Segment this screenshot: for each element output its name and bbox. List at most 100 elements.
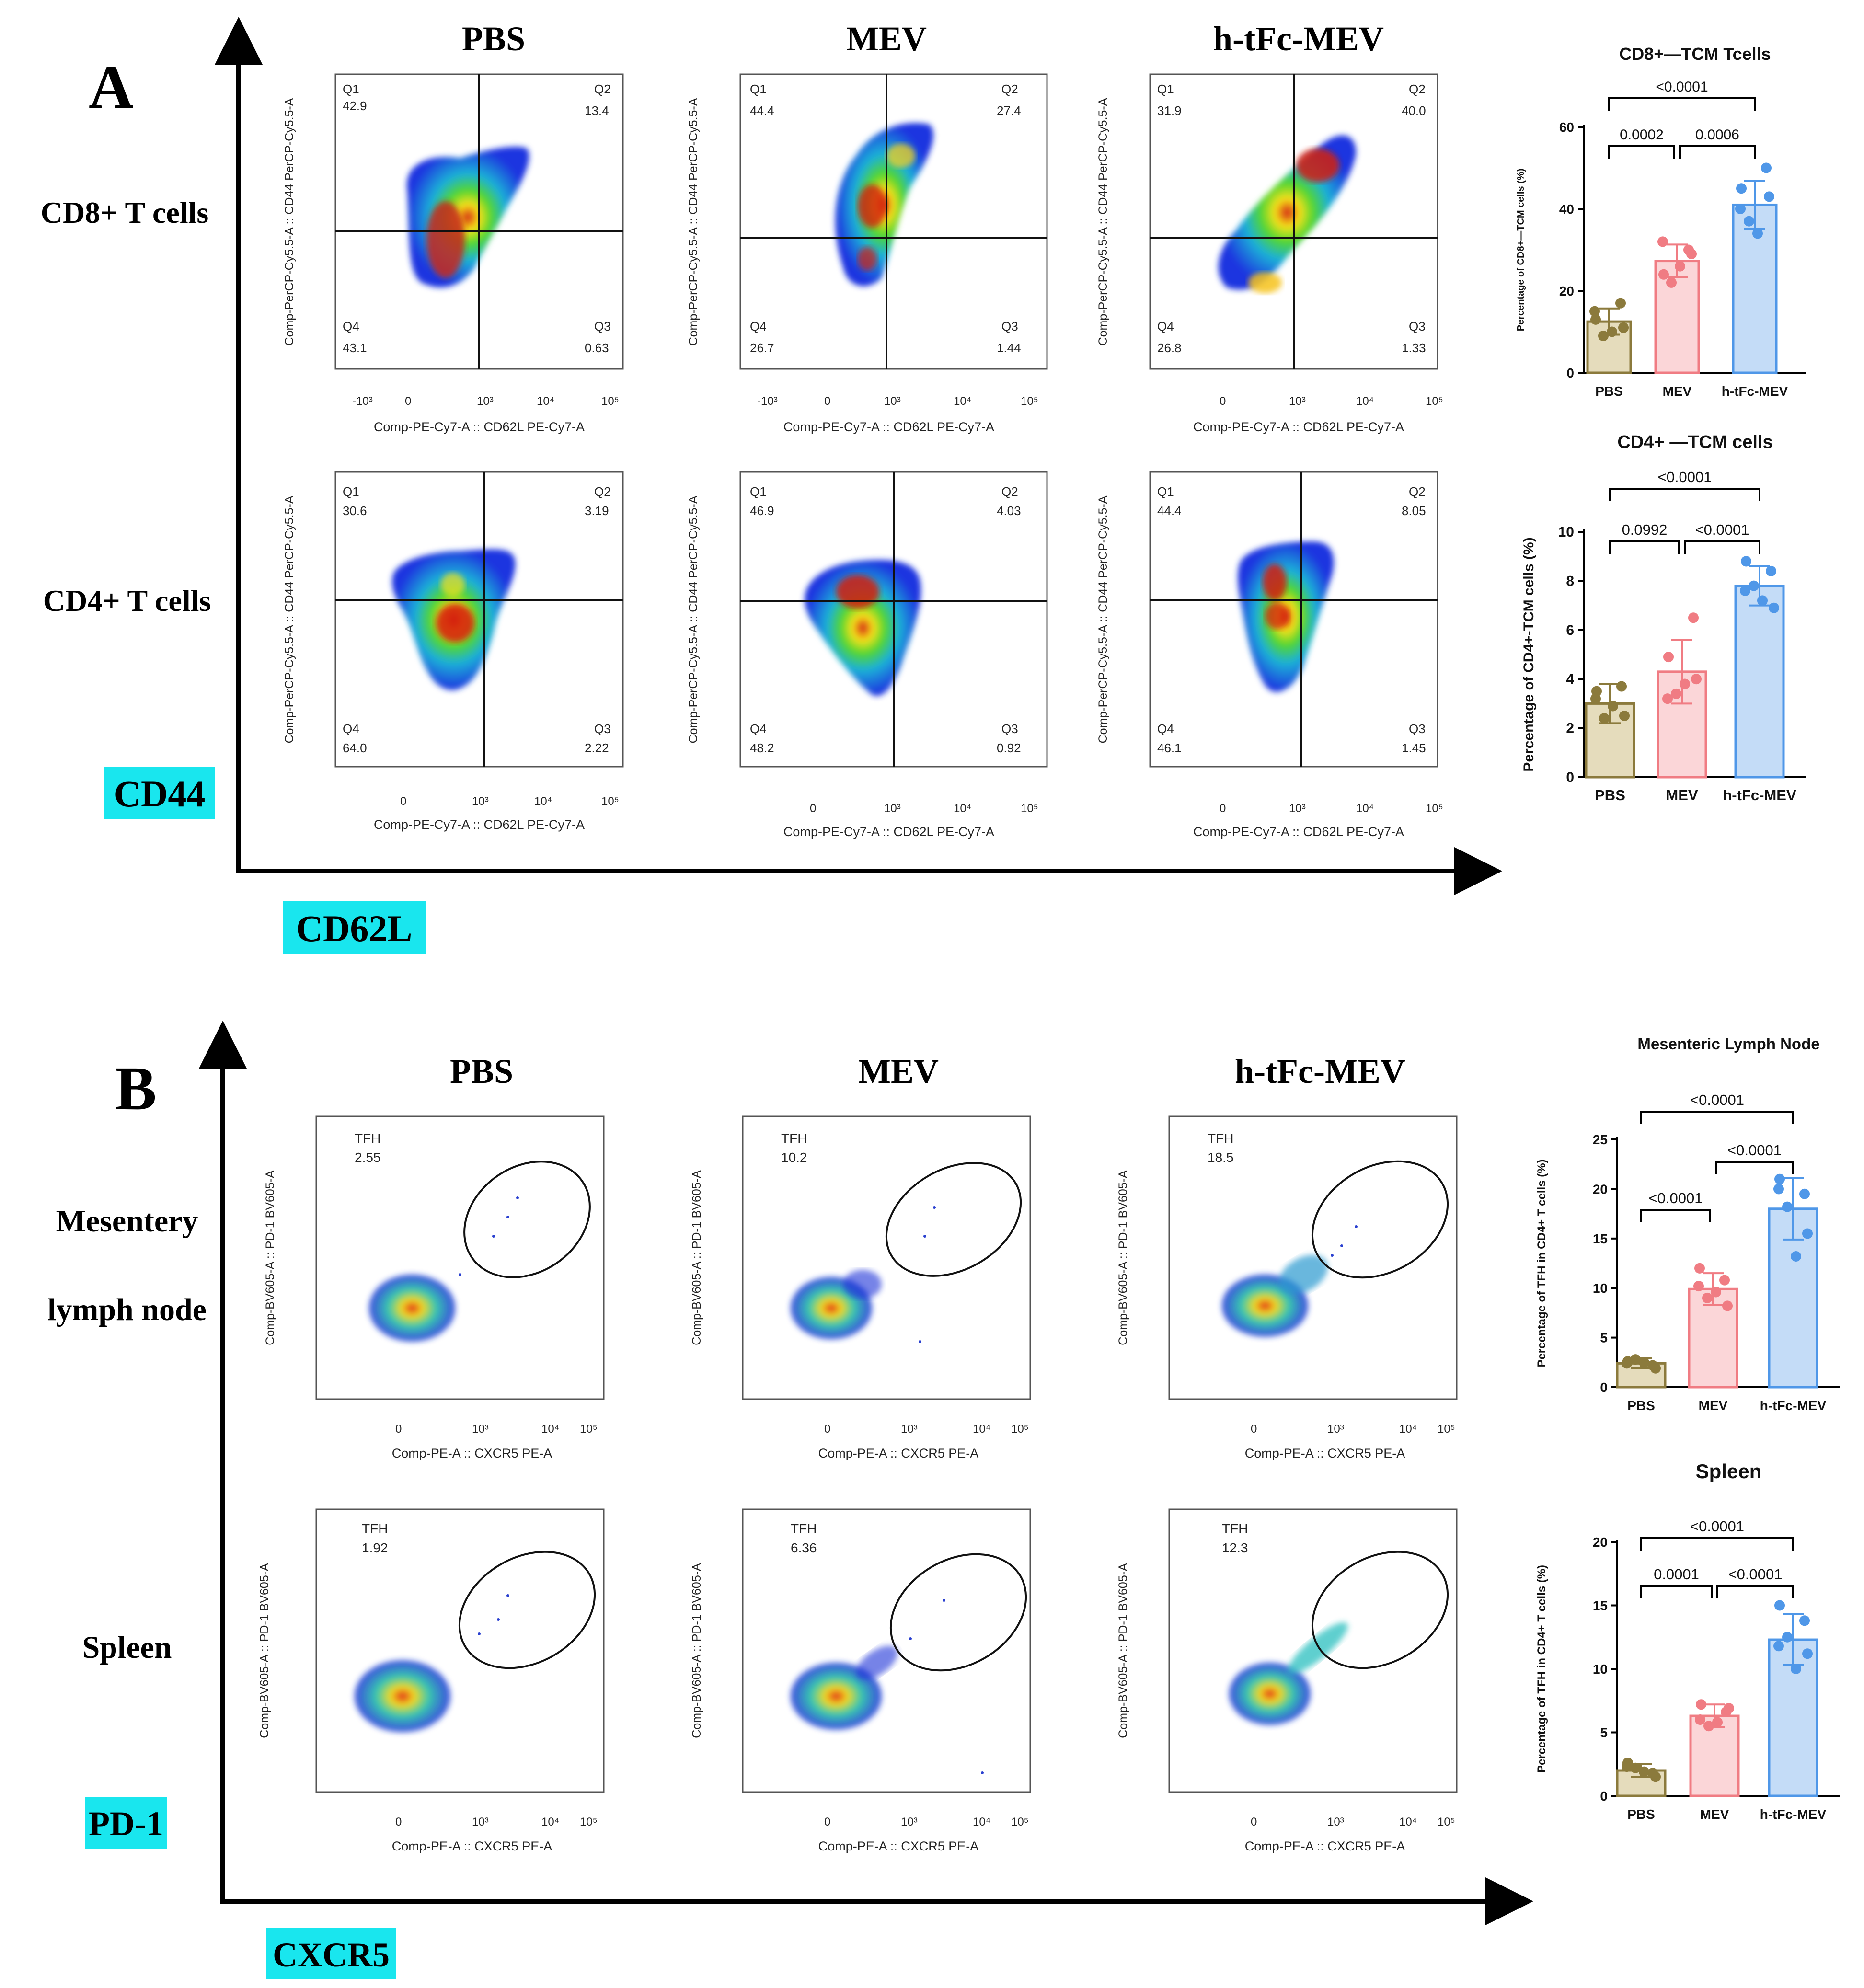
y-axis-label: Comp-PerCP-Cy5.5-A :: CD44 PerCP-Cy5.5-A	[687, 495, 700, 743]
svg-text:10⁵: 10⁵	[1438, 1816, 1455, 1828]
data-point	[1724, 1703, 1734, 1714]
data-point	[1773, 1641, 1784, 1652]
data-point	[1619, 711, 1630, 721]
data-point	[1662, 693, 1673, 704]
data-point	[1749, 580, 1759, 591]
svg-text:10³: 10³	[472, 795, 489, 808]
svg-text:10⁴: 10⁴	[954, 395, 971, 408]
p-value-label: <0.0001	[1690, 1518, 1744, 1535]
q2-label: Q2	[1001, 484, 1018, 499]
data-point	[1688, 612, 1699, 623]
q4-label: Q4	[343, 319, 359, 333]
svg-text:10³: 10³	[472, 1816, 489, 1828]
row-label-cd4: CD4+ T cells	[43, 584, 211, 618]
category-label: h-tFc-MEV	[1722, 384, 1788, 399]
data-point	[1615, 298, 1626, 309]
data-point	[1696, 1699, 1706, 1710]
y-axis-label: Comp-BV605-A :: PD-1 BV605-A	[264, 1170, 277, 1345]
p-value-label: 0.0001	[1654, 1566, 1699, 1583]
x-axis-label: Comp-PE-A :: CXCR5 PE-A	[818, 1446, 979, 1460]
q1-value: 46.9	[750, 504, 774, 518]
q2-label: Q2	[1409, 82, 1426, 96]
p-value-label: <0.0001	[1658, 469, 1712, 485]
data-point	[1675, 261, 1685, 272]
q3-label: Q3	[594, 722, 611, 736]
y-axis-label: Percentage of CD4+-TCM cells (%)	[1521, 537, 1537, 771]
bar-chart-tfh-spleen: Spleen Percentage of TFH in CD4+ T cells …	[1535, 1460, 1840, 1822]
y-tick-label: 0	[1566, 366, 1574, 380]
y-tick-label: 40	[1559, 202, 1574, 217]
svg-text:10⁴: 10⁴	[1399, 1816, 1417, 1828]
y-axis-label: Comp-PerCP-Cy5.5-A :: CD44 PerCP-Cy5.5-A	[283, 495, 296, 743]
svg-text:0: 0	[824, 1816, 830, 1828]
svg-text:10⁵: 10⁵	[580, 1423, 598, 1436]
y-tick-label: 6	[1566, 622, 1574, 638]
svg-text:0: 0	[395, 1816, 402, 1828]
y-axis-label: Percentage of TFH in CD4+ T cells (%)	[1535, 1159, 1548, 1367]
data-point	[1680, 678, 1690, 689]
significance-bracket	[1609, 488, 1760, 501]
svg-text:10⁴: 10⁴	[541, 1816, 559, 1828]
svg-text:-10³: -10³	[757, 395, 778, 408]
q3-label: Q3	[1001, 722, 1018, 736]
data-point	[1802, 1648, 1813, 1659]
tfh-gate-label: TFH	[355, 1131, 380, 1146]
y-tick-label: 60	[1559, 120, 1574, 135]
bar-mev	[1657, 670, 1707, 779]
data-point	[1616, 681, 1627, 692]
cd44-highlight	[104, 767, 215, 819]
data-point	[1622, 1358, 1632, 1369]
y-tick-label: 10	[1593, 1662, 1608, 1677]
category-label: PBS	[1627, 1398, 1655, 1413]
svg-text:10⁴: 10⁴	[541, 1423, 559, 1436]
chart-title: CD8+—TCM Tcells	[1619, 44, 1771, 64]
y-tick-label: 4	[1566, 671, 1574, 687]
category-label: PBS	[1627, 1807, 1655, 1822]
data-point	[1666, 277, 1677, 288]
y-axis-label: Comp-BV605-A :: PD-1 BV605-A	[690, 1170, 703, 1345]
significance-bracket	[1608, 145, 1675, 159]
data-point	[1782, 1632, 1793, 1643]
pd1-highlight	[85, 1797, 167, 1849]
data-point	[1589, 306, 1600, 317]
y-axis-label: Comp-BV605-A :: PD-1 BV605-A	[1116, 1563, 1130, 1738]
y-axis-label: Comp-PerCP-Cy5.5-A :: CD44 PerCP-Cy5.5-A	[1096, 98, 1110, 345]
q1-label: Q1	[750, 484, 767, 499]
q3-value: 1.45	[1402, 741, 1426, 755]
svg-text:0: 0	[395, 1423, 402, 1436]
data-point	[1650, 1363, 1661, 1374]
y-tick-label: 20	[1593, 1535, 1608, 1550]
q3-label: Q3	[1001, 319, 1018, 333]
y-tick-label: 10	[1593, 1281, 1608, 1296]
svg-text:0: 0	[1251, 1423, 1257, 1436]
q4-value: 48.2	[750, 741, 774, 755]
tfh-plot-mln-mev: TFH 10.2 Comp-PE-A :: CXCR5 PE-A Comp-BV…	[690, 1115, 1031, 1460]
y-tick-label: 5	[1600, 1331, 1608, 1345]
q4-value: 26.7	[750, 341, 774, 355]
category-label: MEV	[1666, 787, 1698, 804]
svg-text:0: 0	[824, 1423, 830, 1436]
y-tick-label: 8	[1566, 573, 1574, 589]
svg-text:10³: 10³	[477, 395, 494, 408]
cd62l-highlight	[283, 901, 426, 954]
tfh-gate-value: 2.55	[355, 1150, 381, 1165]
y-tick-label: 20	[1559, 284, 1574, 299]
data-point	[1711, 1287, 1721, 1298]
svg-text:10³: 10³	[901, 1423, 918, 1436]
svg-text:10⁴: 10⁴	[1399, 1423, 1417, 1436]
significance-bracket	[1640, 1537, 1794, 1551]
group-label-pbs-b: PBS	[450, 1052, 513, 1091]
data-point	[1773, 1184, 1784, 1195]
svg-text:10⁴: 10⁴	[534, 795, 552, 808]
x-axis-label: Comp-PE-A :: CXCR5 PE-A	[392, 1839, 552, 1853]
chart-title: Spleen	[1696, 1460, 1762, 1482]
tfh-gate-value: 10.2	[781, 1150, 807, 1165]
svg-text:10⁴: 10⁴	[973, 1423, 990, 1436]
q2-value: 8.05	[1402, 504, 1426, 518]
q3-value: 1.33	[1402, 341, 1426, 355]
svg-text:0: 0	[405, 395, 411, 408]
group-label-mev-b: MEV	[858, 1052, 939, 1091]
chart-title: CD4+ —TCM cells	[1617, 432, 1772, 452]
tfh-plot-spleen-pbs: TFH 1.92 Comp-PE-A :: CXCR5 PE-A Comp-BV…	[258, 1508, 605, 1853]
